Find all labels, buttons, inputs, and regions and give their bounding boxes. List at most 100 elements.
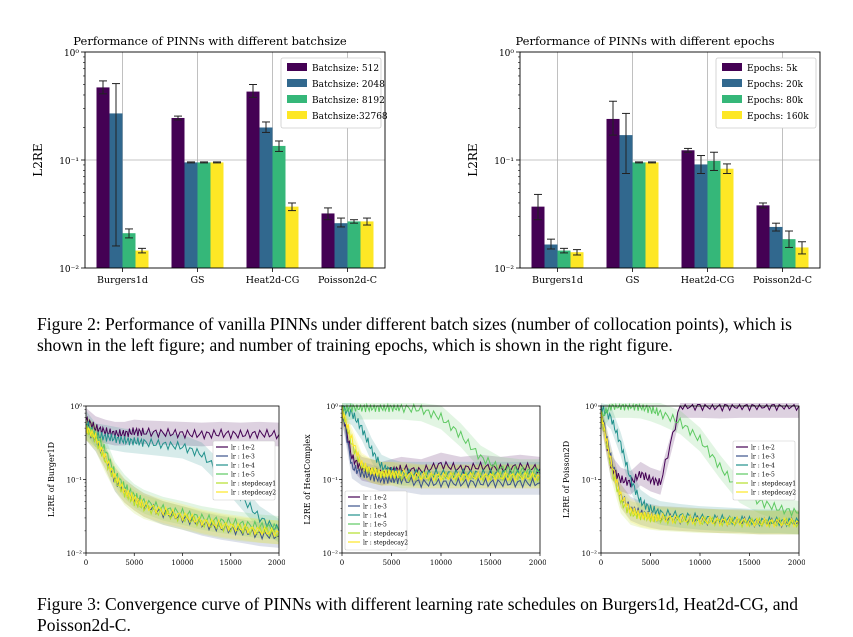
legend-swatch xyxy=(722,95,742,103)
legend-label: lr : stepdecay2 xyxy=(363,539,408,546)
bar xyxy=(570,252,584,268)
series-line xyxy=(341,404,541,489)
legend-label: Epochs: 160k xyxy=(747,112,809,122)
x-tick-label: 5000 xyxy=(383,559,401,567)
y-tick-label: 10⁰ xyxy=(64,49,79,59)
legend-swatch xyxy=(287,63,307,71)
bar xyxy=(769,226,783,268)
y-tick-label: 10⁻² xyxy=(67,550,83,558)
legend-label: lr : 1e-2 xyxy=(751,444,775,451)
legend-label: lr : 1e-2 xyxy=(231,444,255,451)
y-axis-label: L2RE xyxy=(466,143,480,176)
legend-box xyxy=(212,440,276,501)
bar xyxy=(557,250,571,268)
legend-label: lr : stepdecay1 xyxy=(231,480,276,487)
legend-label: lr : stepdecay2 xyxy=(751,489,796,496)
legend-swatch xyxy=(287,95,307,103)
x-tick-label: 5000 xyxy=(125,559,143,567)
y-tick-label: 10⁰ xyxy=(326,403,338,411)
x-tick-label: 20000 xyxy=(788,559,805,567)
x-tick-label: 15000 xyxy=(220,559,242,567)
x-tick-label: 0 xyxy=(84,559,88,567)
confidence-band xyxy=(86,416,279,545)
bar xyxy=(544,244,558,268)
y-tick-label: 10⁻¹ xyxy=(582,477,598,485)
bar xyxy=(321,213,335,268)
legend-label: lr : stepdecay1 xyxy=(363,530,408,537)
confidence-band xyxy=(342,402,540,489)
confidence-band xyxy=(601,402,799,535)
series-line xyxy=(341,405,541,480)
y-axis-label: L2RE of Poisson2D xyxy=(562,441,571,518)
legend-box xyxy=(715,57,817,129)
bar xyxy=(795,247,809,268)
x-tick-label: Poisson2d-C xyxy=(753,275,812,286)
plot-frame xyxy=(519,51,821,269)
bar xyxy=(347,221,361,268)
bar xyxy=(197,162,211,268)
x-tick-label: Burgers1d xyxy=(97,275,148,286)
plot-frame xyxy=(84,51,386,269)
legend-label: lr : 1e-2 xyxy=(363,494,387,501)
legend-box xyxy=(344,490,408,551)
bar xyxy=(122,233,136,268)
chart-title: Performance of PINNs with different batc… xyxy=(73,34,347,48)
legend-label: Batchsize: 2048 xyxy=(312,80,385,90)
x-tick-label: 15000 xyxy=(479,559,501,567)
bar xyxy=(632,162,646,268)
y-tick-label: 10⁰ xyxy=(585,403,597,411)
x-tick-label: GS xyxy=(625,275,639,286)
batchsize-bar-chart: Performance of PINNs with different batc… xyxy=(31,34,388,286)
legend-label: lr : stepdecay2 xyxy=(231,489,276,496)
legend-label: lr : 1e-4 xyxy=(751,462,775,469)
bar xyxy=(720,168,734,268)
legend-label: lr : 1e-5 xyxy=(751,471,775,478)
bar xyxy=(184,162,198,268)
legend-label: Epochs: 80k xyxy=(747,96,804,106)
x-tick-label: Poisson2d-C xyxy=(318,275,377,286)
legend-swatch xyxy=(287,111,307,119)
bar xyxy=(334,223,348,268)
y-axis-label: L2RE of Burger1D xyxy=(47,442,56,517)
series-line xyxy=(85,415,280,441)
confidence-band xyxy=(342,402,540,489)
x-tick-label: 0 xyxy=(599,559,603,567)
legend-label: lr : 1e-5 xyxy=(363,521,387,528)
bar xyxy=(645,162,659,268)
confidence-band xyxy=(86,410,279,543)
x-tick-label: 15000 xyxy=(738,559,760,567)
y-axis-label: L2RE xyxy=(31,143,45,176)
figure3-caption: Figure 3: Convergence curve of PINNs wit… xyxy=(37,594,799,635)
y-tick-label: 10⁻¹ xyxy=(67,477,83,485)
series-line xyxy=(600,409,800,529)
burgers-convergence-chart: L2RE of Burger1D 10⁰ 10⁻¹ 10⁻²0 5000 10000 150… xyxy=(47,403,285,567)
series-line xyxy=(600,402,800,518)
bar xyxy=(694,164,708,268)
confidence-band xyxy=(86,407,279,447)
legend-label: Epochs: 20k xyxy=(747,80,804,90)
chart-title: Performance of PINNs with different epoc… xyxy=(515,34,774,48)
legend-box xyxy=(732,440,796,501)
legend-box xyxy=(280,57,382,129)
bar xyxy=(135,250,149,268)
legend-label: Batchsize: 8192 xyxy=(312,96,385,106)
legend-label: lr : 1e-3 xyxy=(363,503,387,510)
legend-label: lr : 1e-4 xyxy=(231,462,255,469)
legend-swatch xyxy=(722,79,742,87)
poisson-convergence-chart: L2RE of Poisson2D 10⁰ 10⁻¹ 10⁻²0 5000 10000 15… xyxy=(562,402,805,567)
confidence-band xyxy=(601,402,799,495)
legend-swatch xyxy=(722,111,742,119)
legend-swatch xyxy=(287,79,307,87)
x-tick-label: 10000 xyxy=(430,559,452,567)
bar xyxy=(272,145,286,268)
x-tick-label: 10000 xyxy=(171,559,193,567)
bar xyxy=(782,239,796,268)
y-tick-label: 10⁻¹ xyxy=(59,157,79,167)
legend-label: lr : stepdecay1 xyxy=(751,480,796,487)
bar xyxy=(210,162,224,268)
x-tick-label: 0 xyxy=(340,559,344,567)
bar xyxy=(259,127,273,268)
x-tick-label: Burgers1d xyxy=(532,275,583,286)
y-tick-label: 10⁰ xyxy=(70,403,82,411)
y-axis-label: L2RE of HeatComplex xyxy=(303,434,312,525)
